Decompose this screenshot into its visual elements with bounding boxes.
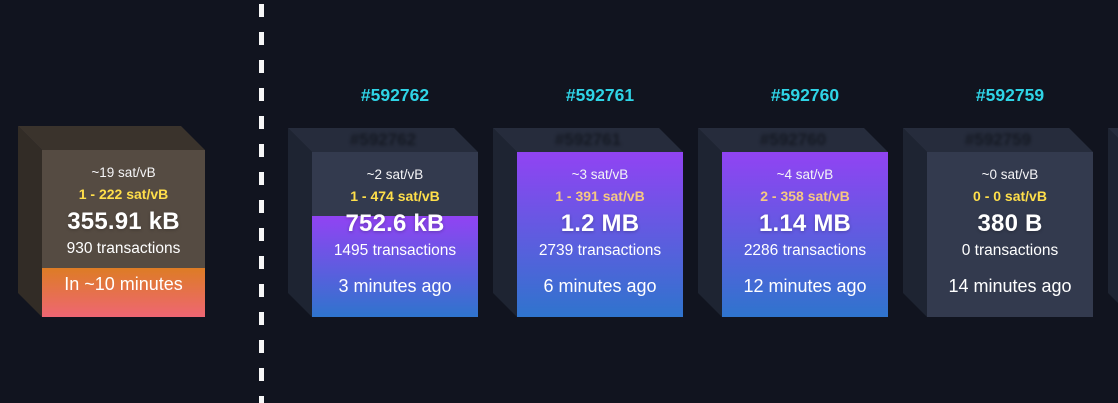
cube-left-face: [288, 128, 312, 317]
block-height-link[interactable]: #592760: [770, 85, 840, 105]
block-size: 380 B: [977, 210, 1043, 237]
cube-top-face: [493, 128, 683, 152]
block-time-ago: 14 minutes ago: [948, 276, 1072, 296]
median-fee: ~3 sat/vB: [571, 167, 629, 182]
cube-left-face: [698, 128, 722, 317]
transaction-count: 1495 transactions: [333, 242, 457, 259]
cube-front-face: ~0 sat/vB 0 - 0 sat/vB 380 B 0 transacti…: [927, 152, 1093, 317]
block-height-link[interactable]: #592759: [975, 85, 1045, 105]
cube-top-face: [698, 128, 888, 152]
transaction-count: 930 transactions: [66, 240, 181, 257]
block-size: 752.6 kB: [345, 210, 445, 237]
mempool-chain-divider: [259, 4, 264, 403]
cube-left-face: [493, 128, 517, 317]
cube-top-face: [288, 128, 478, 152]
mined-block-cube[interactable]: #592760 ~4 sat/vB 2 - 358 sat/vB 1.14 MB…: [698, 128, 888, 317]
block-time-ago: 12 minutes ago: [743, 276, 867, 296]
block-height-link[interactable]: #592761: [565, 85, 635, 105]
block-info: ~19 sat/vB 1 - 222 sat/vB 355.91 kB 930 …: [42, 150, 205, 317]
transaction-count: 0 transactions: [961, 242, 1059, 259]
block-fill: [722, 152, 888, 317]
cube-front-face: ~3 sat/vB 1 - 391 sat/vB 1.2 MB 2739 tra…: [517, 152, 683, 317]
cube-left-face: [1108, 128, 1118, 317]
block-size: 1.2 MB: [560, 210, 640, 237]
fee-range: 1 - 391 sat/vB: [555, 188, 645, 204]
fee-range: 0 - 0 sat/vB: [973, 188, 1047, 204]
fee-range: 1 - 222 sat/vB: [78, 186, 169, 202]
block-height-link[interactable]: #592762: [360, 85, 430, 105]
mempool-block-cube[interactable]: ~19 sat/vB 1 - 222 sat/vB 355.91 kB 930 …: [18, 126, 205, 317]
block-fill: [42, 267, 205, 317]
transaction-count: 2286 transactions: [743, 242, 867, 259]
cube-top-face: [903, 128, 1093, 152]
block-size: 1.14 MB: [758, 210, 852, 237]
fee-range: 1 - 474 sat/vB: [350, 188, 440, 204]
median-fee: ~0 sat/vB: [981, 167, 1039, 182]
block-time-ago: 6 minutes ago: [543, 276, 657, 296]
block-info: ~4 sat/vB 2 - 358 sat/vB 1.14 MB 2286 tr…: [722, 152, 888, 317]
median-fee: ~4 sat/vB: [776, 167, 834, 182]
transaction-count: 2739 transactions: [538, 242, 662, 259]
block-eta: In ~10 minutes: [64, 274, 183, 294]
block-fill: [312, 216, 478, 317]
mined-block-cube[interactable]: #592761 ~3 sat/vB 1 - 391 sat/vB 1.2 MB …: [493, 128, 683, 317]
cube-front-face: ~4 sat/vB 2 - 358 sat/vB 1.14 MB 2286 tr…: [722, 152, 888, 317]
median-fee: ~19 sat/vB: [91, 165, 156, 180]
cube-top-face: [18, 126, 205, 150]
mined-block-cube[interactable]: #592759 ~0 sat/vB 0 - 0 sat/vB 380 B 0 t…: [903, 128, 1093, 317]
block-time-ago: 3 minutes ago: [338, 276, 452, 296]
mined-block-cube[interactable]: #592762 ~2 sat/vB 1 - 474 sat/vB 752.6 k…: [288, 128, 478, 317]
block-info: ~0 sat/vB 0 - 0 sat/vB 380 B 0 transacti…: [927, 152, 1093, 317]
block-size: 355.91 kB: [67, 208, 180, 235]
fee-range: 2 - 358 sat/vB: [760, 188, 850, 204]
block-info: ~2 sat/vB 1 - 474 sat/vB 752.6 kB 1495 t…: [312, 152, 478, 317]
median-fee: ~2 sat/vB: [366, 167, 424, 182]
cube-left-face: [903, 128, 927, 317]
block-info: ~3 sat/vB 1 - 391 sat/vB 1.2 MB 2739 tra…: [517, 152, 683, 317]
cube-left-face: [18, 126, 42, 317]
cube-front-face: ~2 sat/vB 1 - 474 sat/vB 752.6 kB 1495 t…: [312, 152, 478, 317]
block-fill: [517, 152, 683, 317]
cube-front-face: ~19 sat/vB 1 - 222 sat/vB 355.91 kB 930 …: [42, 150, 205, 317]
